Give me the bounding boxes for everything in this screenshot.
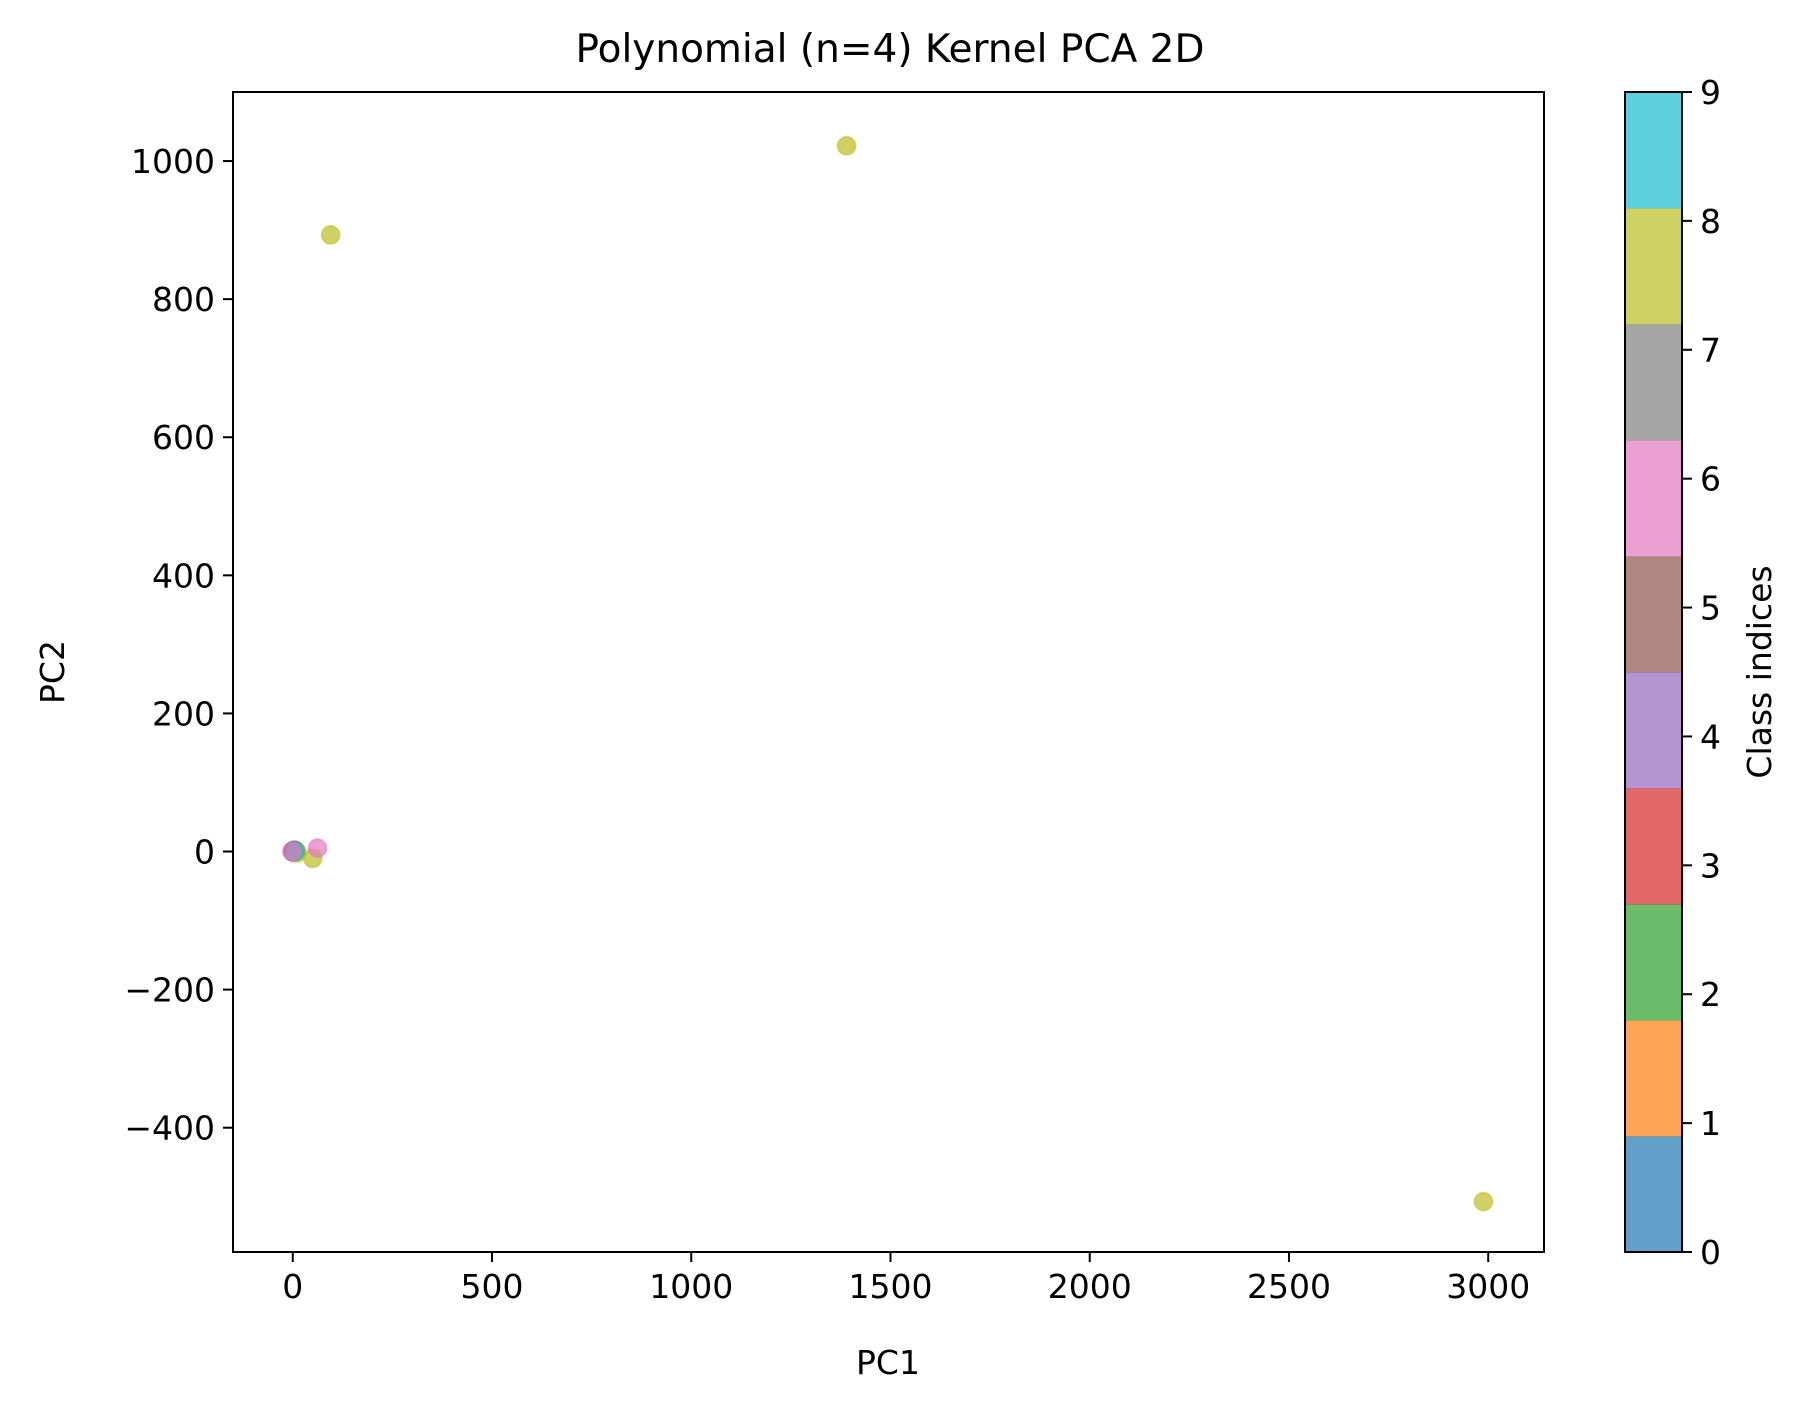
y-tick-label: −400	[124, 1109, 215, 1148]
colorbar-tick-label: 6	[1700, 460, 1721, 499]
colorbar-tick-label: 3	[1700, 846, 1721, 885]
x-tick-label: 1500	[849, 1267, 933, 1306]
colorbar-segment	[1625, 672, 1682, 789]
y-tick-label: 800	[152, 280, 215, 319]
y-tick-label: 1000	[131, 142, 215, 181]
colorbar-segment	[1625, 788, 1682, 905]
colorbar-tick-label: 9	[1700, 73, 1721, 112]
y-tick-label: 400	[152, 556, 215, 595]
x-tick-label: 2000	[1048, 1267, 1132, 1306]
colorbar-tick-label: 4	[1700, 717, 1721, 756]
y-axis-ticks: −400 −200 0 200 400 600 800 1000	[124, 142, 233, 1148]
colorbar-tick-label: 0	[1700, 1233, 1721, 1272]
colorbar: 0 1 2 3 4 5 6 7 8 9	[1624, 73, 1721, 1272]
colorbar-segment	[1625, 208, 1682, 325]
colorbar-tick-label: 8	[1700, 202, 1721, 241]
scatter-point	[320, 224, 341, 245]
colorbar-label: Class indices	[1740, 565, 1779, 778]
colorbar-tick-label: 2	[1700, 975, 1721, 1014]
points-layer	[281, 135, 1494, 1212]
x-tick-label: 1000	[649, 1267, 733, 1306]
scatter-point	[1473, 1191, 1494, 1212]
y-tick-label: 600	[152, 418, 215, 457]
colorbar-segment	[1625, 324, 1682, 441]
y-axis-label: PC2	[33, 640, 72, 704]
x-axis-ticks: 0 500 1000 1500 2000 2500 3000	[282, 1252, 1530, 1306]
x-axis-label: PC1	[856, 1343, 920, 1382]
colorbar-segment	[1625, 1020, 1682, 1137]
colorbar-tick-label: 1	[1700, 1104, 1721, 1143]
x-tick-label: 0	[282, 1267, 303, 1306]
colorbar-tick-label: 7	[1700, 331, 1721, 370]
y-tick-label: 0	[194, 833, 215, 872]
colorbar-segment	[1625, 556, 1682, 673]
colorbar-frame	[1624, 91, 1683, 1253]
x-tick-label: 2500	[1247, 1267, 1331, 1306]
scatter-point	[281, 841, 302, 862]
colorbar-segment	[1625, 1136, 1682, 1253]
y-tick-label: 200	[152, 694, 215, 733]
colorbar-segment	[1625, 92, 1682, 209]
plot-frame	[232, 91, 1545, 1253]
chart-title: Polynomial (n=4) Kernel PCA 2D	[575, 27, 1204, 72]
colorbar-tick-label: 5	[1700, 589, 1721, 628]
colorbar-segment	[1625, 440, 1682, 557]
x-tick-label: 3000	[1446, 1267, 1530, 1306]
y-tick-label: −200	[124, 971, 215, 1010]
scatter-point	[307, 838, 328, 859]
x-tick-label: 500	[461, 1267, 524, 1306]
colorbar-segment	[1625, 904, 1682, 1021]
scatter-point	[836, 135, 857, 156]
